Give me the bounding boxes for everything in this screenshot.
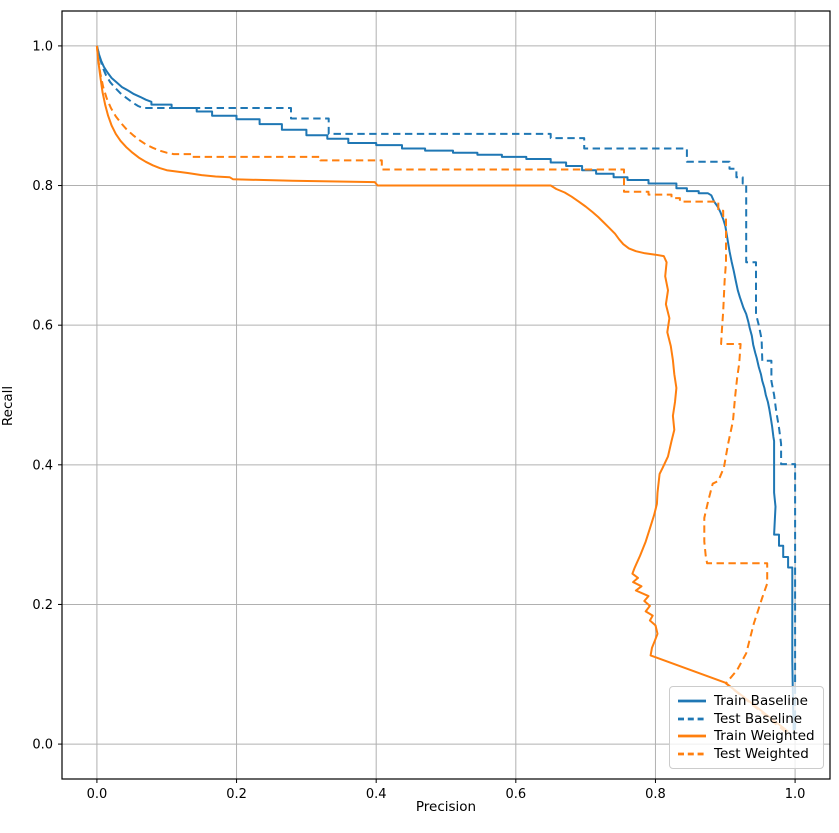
series-line-test-weighted <box>95 45 791 737</box>
y-tick-label: 1.0 <box>32 39 53 54</box>
x-tick-label: 0.0 <box>87 787 108 802</box>
x-tick-label: 0.6 <box>505 787 526 802</box>
y-tick-label: 0.2 <box>32 598 53 613</box>
x-axis-label: Precision <box>415 799 477 815</box>
legend-label: Test Baseline <box>714 710 803 727</box>
series-line-train-baseline <box>95 45 795 731</box>
legend: Train Baseline Test Baseline Train Weighte… <box>669 686 824 769</box>
x-tick-label: 0.2 <box>226 787 247 802</box>
legend-item-test-baseline: Test Baseline <box>677 710 816 728</box>
x-tick-label: 0.4 <box>366 787 387 802</box>
legend-label: Test Weighted <box>714 746 809 763</box>
series-line-train-weighted <box>95 45 789 733</box>
series-line-test-baseline <box>95 45 797 731</box>
y-axis-label: Recall <box>0 385 16 427</box>
legend-item-train-weighted: Train Weighted <box>677 728 816 746</box>
plot-border <box>61 10 831 780</box>
legend-item-train-baseline: Train Baseline <box>677 692 816 710</box>
legend-line-swatch <box>678 699 706 703</box>
y-tick-label: 0.8 <box>32 179 53 194</box>
legend-label: Train Weighted <box>714 728 815 745</box>
y-tick-label: 0.0 <box>32 738 53 753</box>
y-tick-label: 0.4 <box>32 458 53 473</box>
legend-line-swatch <box>678 734 706 738</box>
legend-item-test-weighted: Test Weighted <box>677 745 816 763</box>
legend-line-swatch <box>678 717 706 721</box>
legend-label: Train Baseline <box>714 692 808 709</box>
x-tick-label: 0.8 <box>645 787 666 802</box>
x-tick-label: 1.0 <box>785 787 806 802</box>
y-tick-label: 0.6 <box>32 319 53 334</box>
legend-line-swatch <box>678 752 706 756</box>
